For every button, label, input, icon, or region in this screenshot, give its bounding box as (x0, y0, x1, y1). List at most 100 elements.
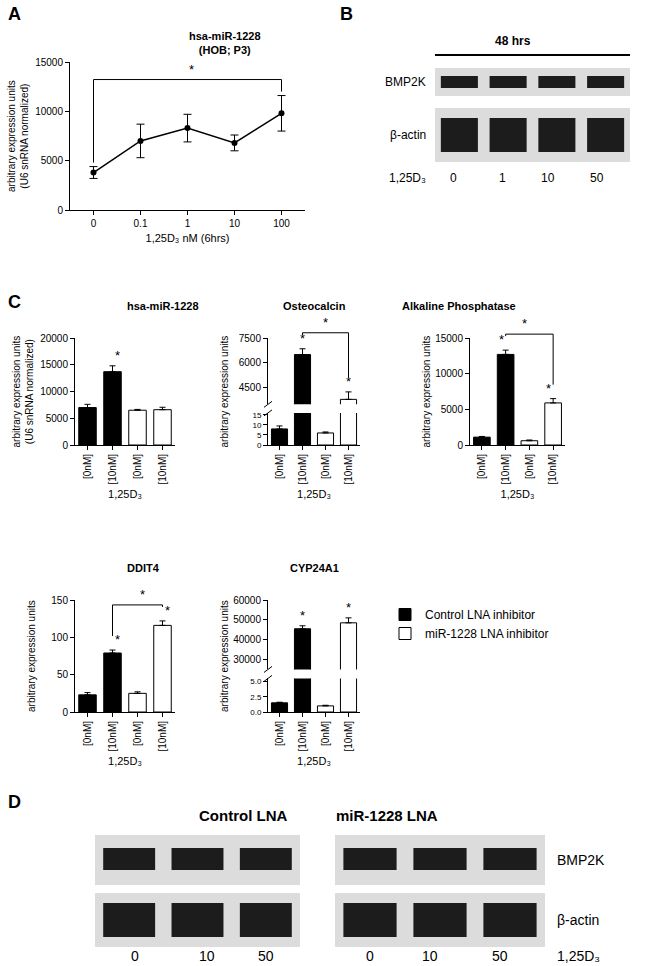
svg-text:15000: 15000 (40, 359, 68, 370)
svg-text:DDIT4: DDIT4 (127, 562, 160, 574)
svg-text:20000: 20000 (40, 333, 68, 344)
svg-text:[0nM]: [0nM] (274, 454, 285, 479)
svg-text:15000: 15000 (435, 333, 463, 344)
svg-text:5: 5 (257, 431, 262, 440)
svg-text:CYP24A1: CYP24A1 (290, 562, 339, 574)
svg-text:*: * (300, 608, 305, 623)
svg-text:1,25D₃: 1,25D₃ (297, 488, 331, 500)
svg-text:10000: 10000 (35, 106, 63, 117)
svg-text:[10nM]: [10nM] (343, 721, 354, 752)
svg-text:[10nM]: [10nM] (157, 454, 168, 485)
svg-text:Control LNA: Control LNA (199, 807, 287, 824)
svg-text:0: 0 (457, 440, 463, 451)
svg-text:1: 1 (185, 218, 191, 229)
svg-text:50: 50 (590, 171, 604, 185)
svg-text:10: 10 (199, 948, 215, 964)
svg-text:100: 100 (273, 218, 290, 229)
svg-text:15000: 15000 (35, 57, 63, 68)
svg-text:1,25D₃: 1,25D₃ (108, 488, 142, 500)
svg-text:*: * (165, 603, 170, 618)
svg-text:*: * (115, 632, 120, 647)
svg-text:0: 0 (450, 171, 457, 185)
svg-text:10: 10 (252, 421, 261, 430)
svg-text:40000: 40000 (233, 634, 261, 645)
svg-text:[0nM]: [0nM] (320, 454, 331, 479)
svg-text:0.0: 0.0 (250, 708, 262, 717)
svg-text:[0nM]: [0nM] (82, 721, 93, 746)
svg-text:*: * (300, 331, 305, 346)
svg-text:miR-1228 LNA inhibitor: miR-1228 LNA inhibitor (425, 627, 548, 641)
svg-text:D: D (8, 792, 21, 812)
svg-text:Alkaline Phosphatase: Alkaline Phosphatase (402, 300, 516, 312)
svg-text:*: * (522, 316, 527, 331)
svg-text:miR-1228 LNA: miR-1228 LNA (336, 807, 438, 824)
svg-text:Osteocalcin: Osteocalcin (283, 300, 346, 312)
svg-text:0: 0 (257, 441, 262, 450)
svg-text:1,25D₃: 1,25D₃ (108, 755, 142, 767)
svg-text:[0nM]: [0nM] (320, 721, 331, 746)
svg-text:5000: 5000 (441, 404, 464, 415)
svg-text:[10nM]: [10nM] (107, 454, 118, 485)
svg-text:0: 0 (57, 205, 63, 216)
svg-text:[0nM]: [0nM] (132, 454, 143, 479)
svg-text:arbitrary expression units: arbitrary expression units (26, 600, 37, 712)
svg-text:Control LNA inhibitor: Control LNA inhibitor (425, 608, 535, 622)
svg-text:0: 0 (91, 218, 97, 229)
svg-text:10: 10 (229, 218, 241, 229)
svg-text:*: * (189, 62, 194, 77)
svg-text:[0nM]: [0nM] (82, 454, 93, 479)
svg-text:50000: 50000 (233, 614, 261, 625)
svg-text:[10nM]: [10nM] (107, 721, 118, 752)
svg-text:*: * (323, 315, 328, 330)
svg-text:0: 0 (62, 707, 68, 718)
svg-text:50: 50 (57, 669, 69, 680)
svg-text:4500: 4500 (239, 382, 262, 393)
svg-text:1,25D₃: 1,25D₃ (501, 488, 535, 500)
svg-text:arbitrary expression units: arbitrary expression units (219, 336, 230, 448)
svg-text:30000: 30000 (233, 654, 261, 665)
svg-text:1,25D₃ nM (6hrs): 1,25D₃ nM (6hrs) (146, 232, 230, 244)
svg-text:[10nM]: [10nM] (500, 454, 511, 485)
svg-text:[0nM]: [0nM] (476, 454, 487, 479)
svg-text:50: 50 (492, 948, 508, 964)
svg-text:10000: 10000 (40, 386, 68, 397)
svg-text:[0nM]: [0nM] (524, 454, 535, 479)
svg-text:β-actin: β-actin (557, 912, 599, 928)
svg-text:1,25D₃: 1,25D₃ (297, 755, 331, 767)
svg-text:10: 10 (422, 948, 438, 964)
svg-text:100: 100 (51, 632, 68, 643)
svg-text:[0nM]: [0nM] (274, 721, 285, 746)
svg-text:6000: 6000 (239, 357, 262, 368)
svg-text:50: 50 (258, 948, 274, 964)
svg-text:*: * (115, 348, 120, 363)
svg-text:0: 0 (62, 440, 68, 451)
svg-text:7500: 7500 (239, 333, 262, 344)
svg-text:arbitrary expression units(U6: arbitrary expression units(U6 snRNA norm… (11, 336, 35, 448)
svg-text:C: C (8, 292, 21, 312)
svg-text:β-actin: β-actin (390, 128, 426, 142)
svg-text:5000: 5000 (41, 155, 64, 166)
svg-text:1,25D₃: 1,25D₃ (557, 948, 600, 964)
svg-text:2.5: 2.5 (250, 693, 262, 702)
svg-text:0: 0 (366, 948, 374, 964)
svg-text:0: 0 (131, 948, 139, 964)
svg-text:[10nM]: [10nM] (547, 454, 558, 485)
svg-text:*: * (499, 332, 504, 347)
svg-text:1,25D₃: 1,25D₃ (389, 171, 426, 185)
svg-text:[10nM]: [10nM] (343, 454, 354, 485)
svg-text:[0nM]: [0nM] (132, 721, 143, 746)
svg-text:*: * (346, 600, 351, 615)
svg-text:5000: 5000 (46, 413, 69, 424)
svg-text:[10nM]: [10nM] (297, 721, 308, 752)
svg-text:150: 150 (51, 595, 68, 606)
svg-text:10000: 10000 (435, 368, 463, 379)
svg-text:*: * (546, 381, 551, 396)
svg-text:10: 10 (541, 171, 555, 185)
svg-text:hsa-miR-1228: hsa-miR-1228 (127, 300, 199, 312)
svg-text:hsa-miR-1228(HOB; P3): hsa-miR-1228(HOB; P3) (189, 30, 261, 56)
svg-text:[10nM]: [10nM] (297, 454, 308, 485)
svg-text:0.1: 0.1 (134, 218, 148, 229)
svg-text:15: 15 (252, 411, 261, 420)
svg-text:60000: 60000 (233, 595, 261, 606)
svg-text:B: B (340, 4, 353, 24)
